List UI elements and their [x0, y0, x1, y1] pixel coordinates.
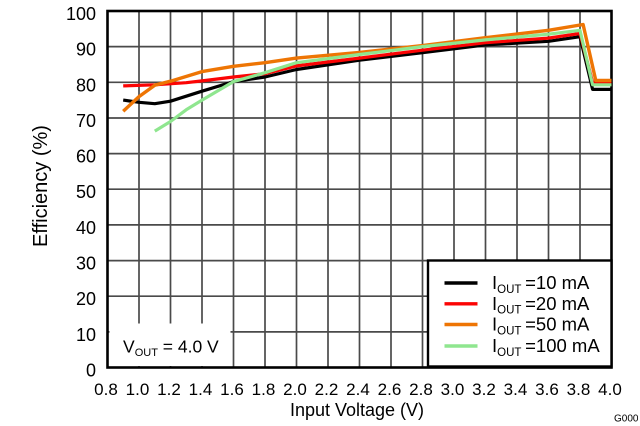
- svg-text:1.8: 1.8: [252, 380, 276, 399]
- svg-text:60: 60: [76, 147, 96, 167]
- svg-text:10: 10: [76, 325, 96, 345]
- svg-text:4.0: 4.0: [598, 380, 622, 399]
- svg-text:3.2: 3.2: [472, 380, 496, 399]
- svg-text:2.8: 2.8: [409, 380, 433, 399]
- svg-text:2.6: 2.6: [378, 380, 402, 399]
- svg-text:70: 70: [76, 111, 96, 131]
- svg-text:50: 50: [76, 182, 96, 202]
- svg-text:30: 30: [76, 254, 96, 274]
- svg-text:80: 80: [76, 75, 96, 95]
- svg-text:2.4: 2.4: [346, 380, 370, 399]
- svg-text:1.0: 1.0: [126, 380, 150, 399]
- svg-text:90: 90: [76, 40, 96, 60]
- svg-text:2.0: 2.0: [283, 380, 307, 399]
- svg-text:VOUT = 4.0 V: VOUT = 4.0 V: [123, 337, 219, 360]
- svg-text:3.8: 3.8: [567, 380, 591, 399]
- svg-text:1.2: 1.2: [157, 380, 181, 399]
- svg-text:G000: G000: [614, 414, 639, 425]
- svg-text:0: 0: [86, 361, 96, 381]
- svg-text:0.8: 0.8: [94, 380, 118, 399]
- svg-text:1.6: 1.6: [220, 380, 244, 399]
- svg-text:1.4: 1.4: [189, 380, 213, 399]
- svg-text:100: 100: [66, 4, 96, 24]
- svg-text:3.4: 3.4: [504, 380, 528, 399]
- svg-text:2.2: 2.2: [315, 380, 339, 399]
- svg-text:3.6: 3.6: [535, 380, 559, 399]
- svg-text:Efficiency (%): Efficiency (%): [30, 125, 52, 247]
- svg-text:40: 40: [76, 218, 96, 238]
- svg-text:20: 20: [76, 289, 96, 309]
- svg-text:Input Voltage (V): Input Voltage (V): [290, 400, 424, 420]
- svg-text:3.0: 3.0: [441, 380, 465, 399]
